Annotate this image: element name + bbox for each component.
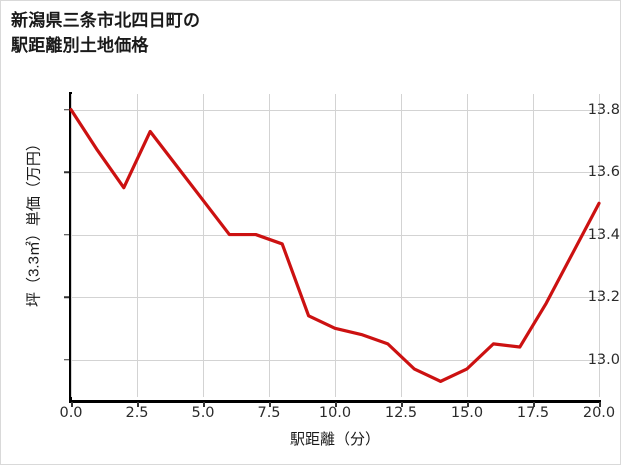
x-tick-label: 7.5: [257, 405, 281, 421]
gridline-vertical: [335, 94, 336, 397]
plot-area: [69, 94, 601, 397]
gridline-vertical: [599, 94, 600, 397]
x-axis-label: 駅距離（分）: [289, 431, 380, 448]
x-tick-label: 15.0: [450, 405, 484, 421]
gridline-vertical: [269, 94, 270, 397]
x-tick-label: 5.0: [191, 405, 215, 421]
page-title: 新潟県三条市北四日町の 駅距離別土地価格: [11, 11, 201, 55]
x-tick-mark: [467, 402, 469, 407]
x-axis-spine: [69, 400, 601, 403]
x-tick-label: 0.0: [59, 405, 83, 421]
x-tick-label: 12.5: [384, 405, 418, 421]
x-tick-mark: [71, 402, 73, 407]
y-axis-label: 坪（3.3㎡）単価（万円）: [25, 136, 43, 307]
x-tick-mark: [137, 402, 139, 407]
y-tick-mark: [64, 233, 69, 236]
y-tick-label: 13.0: [587, 351, 620, 368]
y-axis-spine: [69, 92, 72, 403]
x-tick-mark: [203, 402, 205, 407]
x-tick-label: 10.0: [318, 405, 352, 421]
line-series-price: [69, 108, 601, 383]
gridline-vertical: [137, 94, 138, 397]
y-tick-label: 13.8: [587, 101, 620, 118]
x-tick-label: 17.5: [516, 405, 550, 421]
gridline-vertical: [401, 94, 402, 397]
y-tick-label: 13.2: [587, 289, 620, 306]
x-tick-label: 20.0: [582, 405, 616, 421]
y-tick-label: 13.4: [587, 226, 620, 243]
y-tick-mark: [64, 296, 69, 298]
x-tick-label: 2.5: [125, 405, 149, 421]
x-tick-mark: [335, 402, 337, 407]
gridline-vertical: [467, 94, 468, 397]
x-tick-mark: [533, 402, 535, 407]
y-tick-mark: [64, 171, 69, 173]
x-tick-mark: [269, 402, 271, 407]
x-tick-mark: [401, 402, 403, 407]
gridline-vertical: [203, 94, 204, 397]
gridline-vertical: [533, 94, 534, 397]
y-tick-mark: [64, 108, 69, 111]
gridline-vertical: [71, 94, 72, 397]
y-tick-label: 13.6: [587, 164, 620, 181]
y-tick-mark: [64, 358, 69, 361]
x-tick-mark: [599, 402, 601, 407]
line-series-layer: [69, 108, 601, 383]
